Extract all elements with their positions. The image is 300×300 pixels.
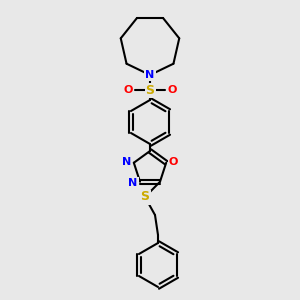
Text: O: O (169, 157, 178, 167)
Text: O: O (167, 85, 177, 95)
Text: N: N (128, 178, 138, 188)
Text: S: S (140, 190, 149, 203)
Text: N: N (122, 157, 131, 167)
Text: N: N (146, 70, 154, 80)
Text: S: S (146, 83, 154, 97)
Text: O: O (123, 85, 133, 95)
